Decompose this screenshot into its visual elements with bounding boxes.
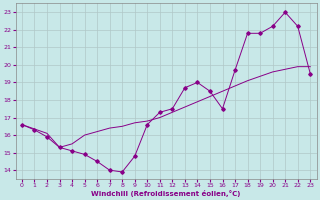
X-axis label: Windchill (Refroidissement éolien,°C): Windchill (Refroidissement éolien,°C) <box>92 190 241 197</box>
